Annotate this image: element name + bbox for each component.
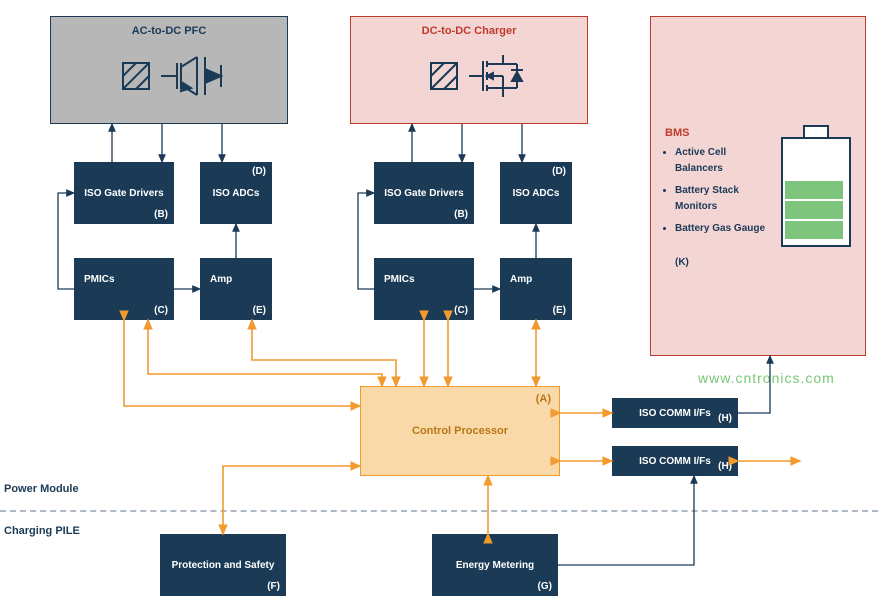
protection-safety-block: Protection and Safety (F) <box>160 534 286 596</box>
amp-block-left: Amp (E) <box>200 258 272 320</box>
block-label: ISO COMM I/Fs <box>639 408 711 419</box>
block-tag: (E) <box>253 305 266 316</box>
bms-item: Battery Gas Gauge <box>675 221 771 237</box>
block-label: Amp <box>210 274 232 285</box>
dc-charger-icon <box>429 53 539 109</box>
power-module-label: Power Module <box>4 483 79 495</box>
block-tag: (C) <box>454 305 468 316</box>
amp-block-right: Amp (E) <box>500 258 572 320</box>
block-label: ISO Gate Drivers <box>384 188 463 199</box>
iso-adcs-block-left: ISO ADCs (D) <box>200 162 272 224</box>
bms-feature-list: Active Cell Balancers Battery Stack Moni… <box>661 145 771 243</box>
block-label: PMICs <box>384 274 415 285</box>
block-label: Protection and Safety <box>172 560 275 571</box>
battery-icon <box>781 125 847 245</box>
block-label: ISO ADCs <box>213 188 260 199</box>
block-tag: (B) <box>454 209 468 220</box>
block-tag: (D) <box>252 166 266 177</box>
bms-tag: (K) <box>675 257 689 268</box>
bms-item: Active Cell Balancers <box>675 145 771 177</box>
block-label: Energy Metering <box>456 560 534 571</box>
block-tag: (H) <box>718 461 732 472</box>
block-tag: (H) <box>718 413 732 424</box>
block-tag: (C) <box>154 305 168 316</box>
dc-to-dc-charger-block: DC-to-DC Charger <box>350 16 588 124</box>
block-tag: (D) <box>552 166 566 177</box>
iso-gate-drivers-block-right: ISO Gate Drivers (B) <box>374 162 474 224</box>
iso-gate-drivers-block-left: ISO Gate Drivers (B) <box>74 162 174 224</box>
watermark: www.cntronics.com <box>698 370 835 386</box>
block-label: ISO COMM I/Fs <box>639 456 711 467</box>
bms-block: BMS Active Cell Balancers Battery Stack … <box>650 16 866 356</box>
pmics-block-right: PMICs (C) <box>374 258 474 320</box>
block-tag: (G) <box>538 581 552 592</box>
block-label: ISO ADCs <box>513 188 560 199</box>
ac-to-dc-pfc-block: AC-to-DC PFC <box>50 16 288 124</box>
bms-item: Battery Stack Monitors <box>675 183 771 215</box>
iso-comm-block-bottom: ISO COMM I/Fs (H) <box>612 446 738 476</box>
dc-to-dc-charger-title: DC-to-DC Charger <box>351 25 587 37</box>
separator-line <box>0 510 878 512</box>
iso-comm-block-top: ISO COMM I/Fs (H) <box>612 398 738 428</box>
iso-adcs-block-right: ISO ADCs (D) <box>500 162 572 224</box>
ac-pfc-icon <box>121 53 241 109</box>
block-label: Control Processor <box>412 425 508 437</box>
control-processor-block: Control Processor (A) <box>360 386 560 476</box>
block-label: ISO Gate Drivers <box>84 188 163 199</box>
energy-metering-block: Energy Metering (G) <box>432 534 558 596</box>
block-tag: (E) <box>553 305 566 316</box>
pmics-block-left: PMICs (C) <box>74 258 174 320</box>
ac-to-dc-pfc-title: AC-to-DC PFC <box>51 25 287 37</box>
block-tag: (A) <box>536 393 551 405</box>
charging-pile-label: Charging PILE <box>4 525 80 537</box>
block-label: Amp <box>510 274 532 285</box>
block-label: PMICs <box>84 274 115 285</box>
bms-title: BMS <box>665 127 689 139</box>
block-tag: (B) <box>154 209 168 220</box>
block-tag: (F) <box>267 581 280 592</box>
